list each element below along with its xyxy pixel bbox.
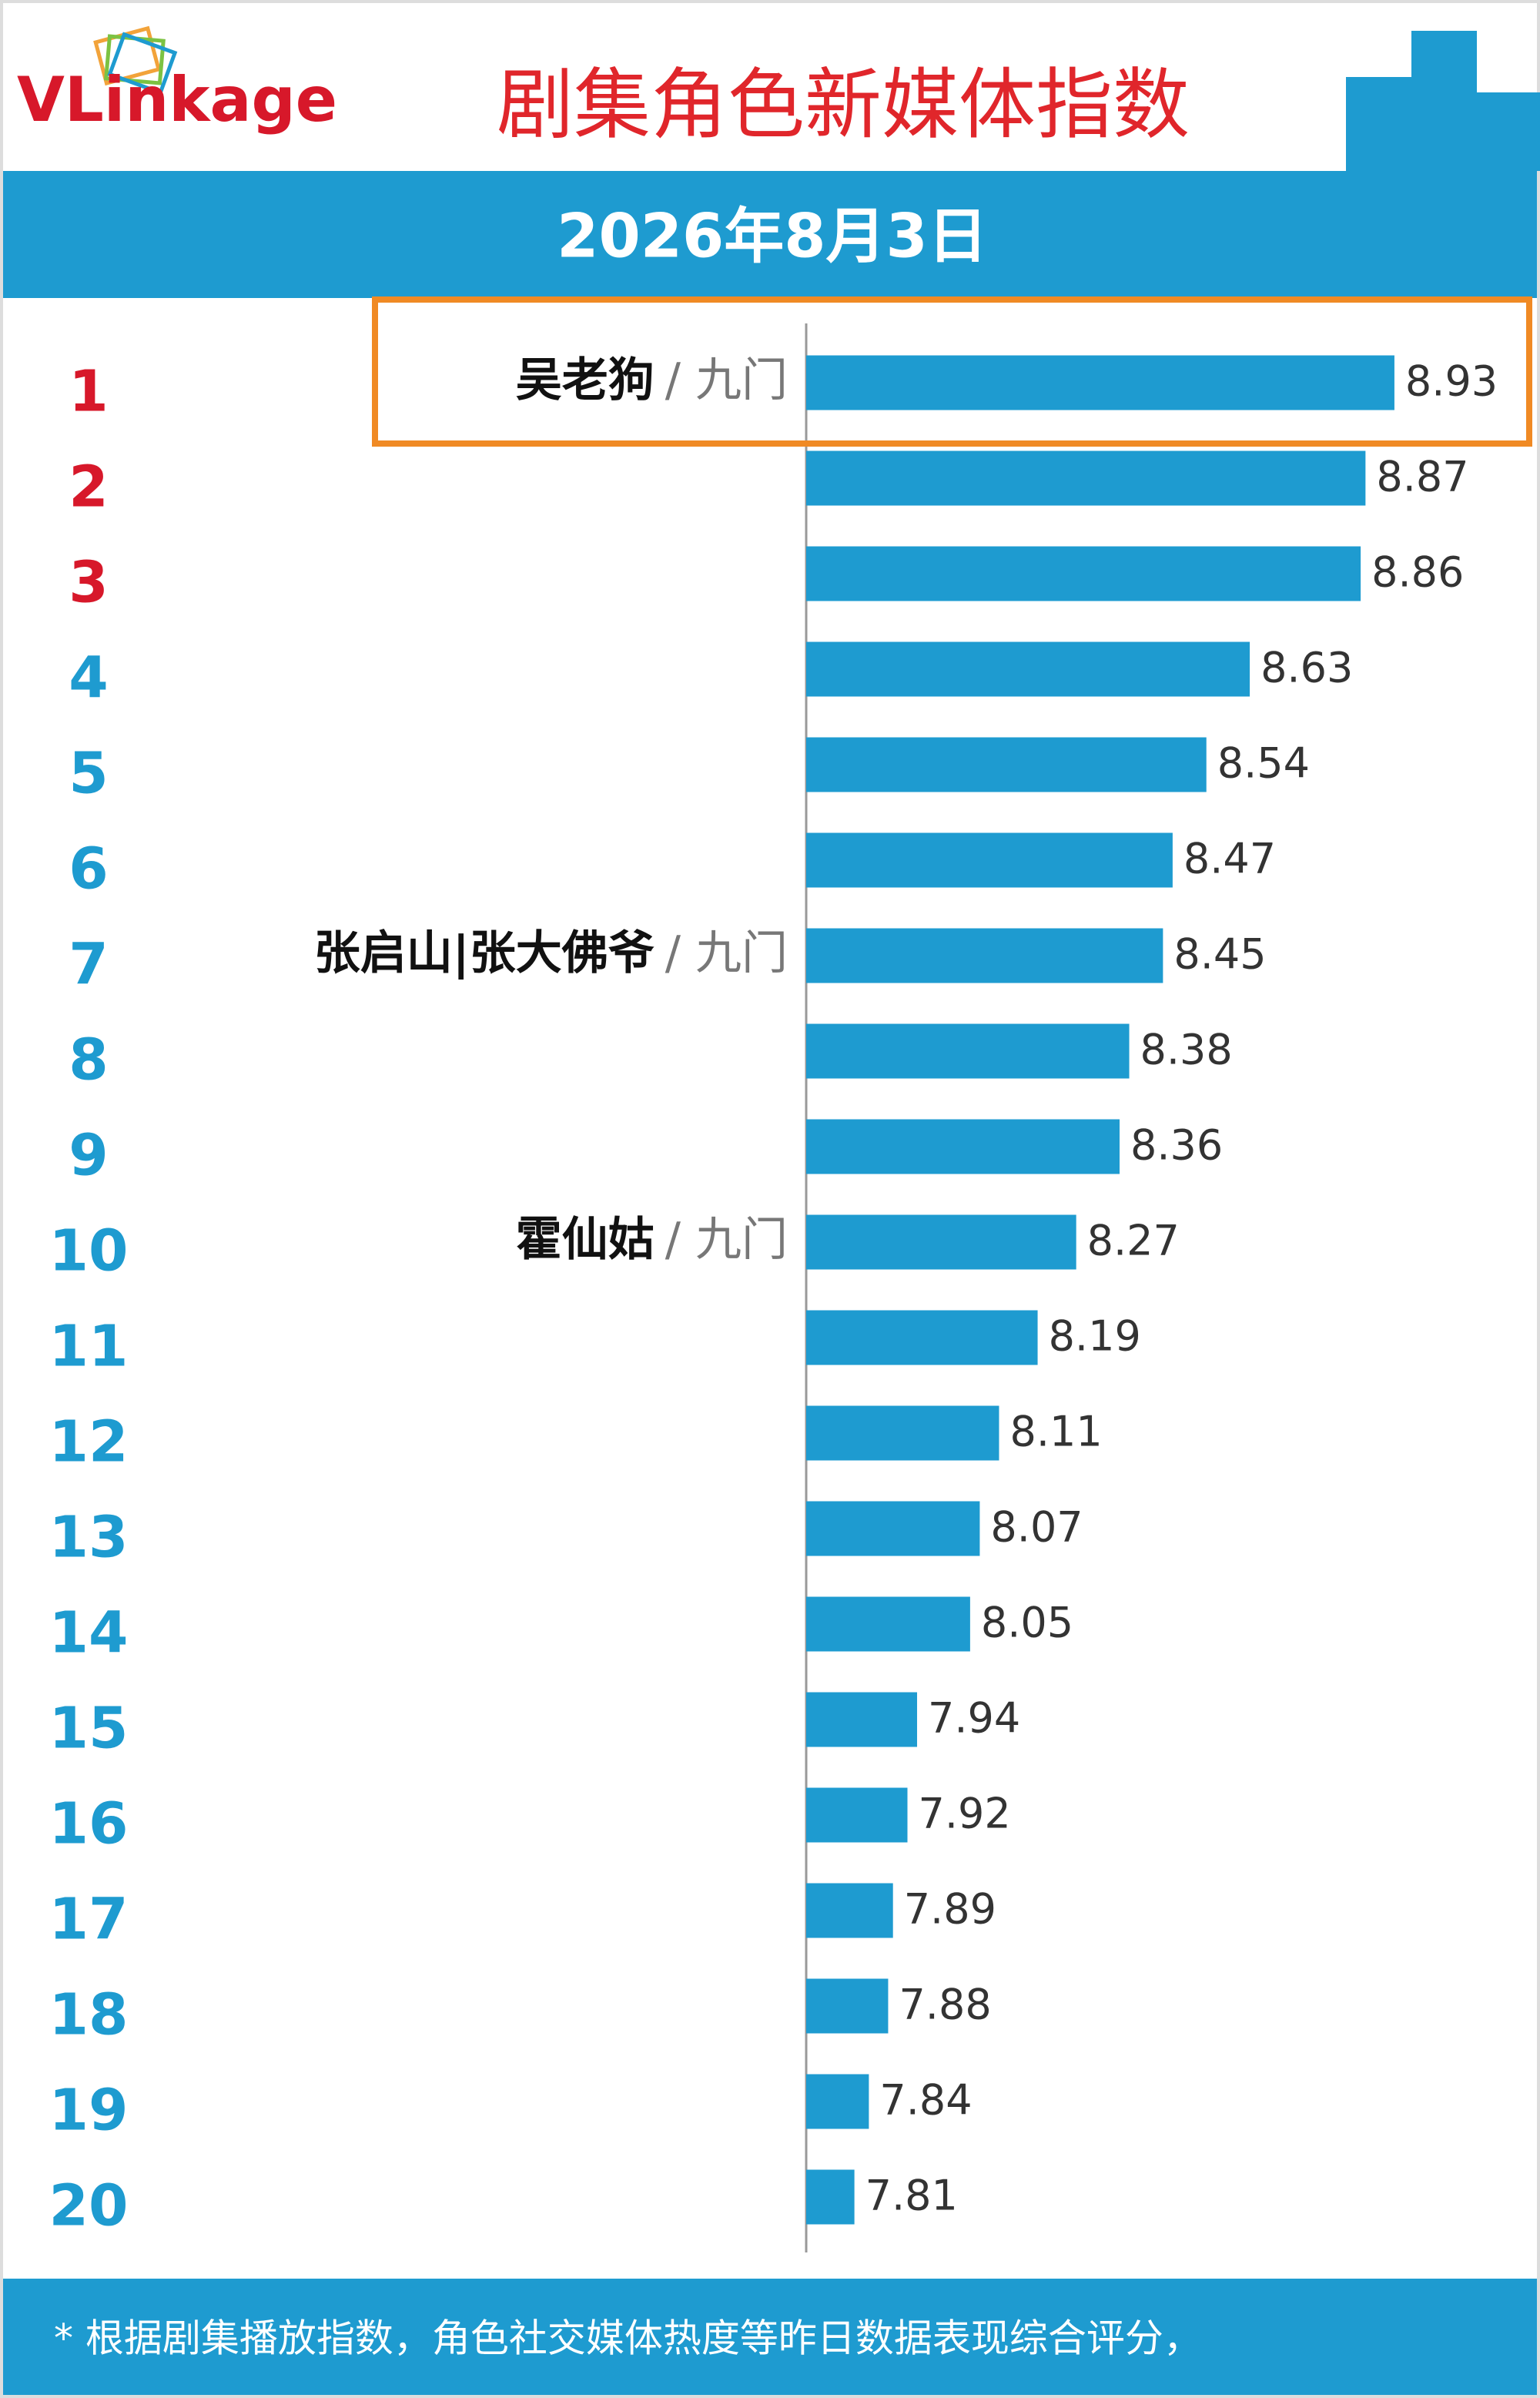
value-label: 8.63	[1260, 644, 1353, 692]
rank-label: 7	[69, 932, 109, 998]
value-label: 8.87	[1376, 453, 1468, 501]
value-label: 8.47	[1183, 835, 1276, 883]
bar	[806, 450, 1366, 506]
value-label: 8.27	[1087, 1217, 1180, 1265]
bar	[806, 2169, 855, 2225]
bar	[806, 1787, 908, 1843]
subtitle: 2026年8月3日	[557, 202, 988, 271]
highlight-box	[372, 296, 1532, 447]
bar	[806, 1692, 918, 1747]
category-label: 霍仙姑 / 九门	[516, 1213, 788, 1267]
bar	[806, 1501, 980, 1556]
value-label: 8.54	[1217, 739, 1310, 788]
rank-label: 1	[69, 359, 109, 425]
bar	[806, 1214, 1076, 1270]
drama-name: / 九门	[665, 926, 788, 980]
chart-title: 剧集角色新媒体指数	[497, 59, 1190, 149]
footer-band	[3, 2279, 1537, 2395]
value-label: 7.81	[865, 2172, 958, 2220]
rank-label: 14	[49, 1600, 129, 1666]
bar	[806, 1119, 1120, 1174]
value-label: 7.88	[899, 1981, 991, 2029]
drama-name: / 九门	[665, 353, 788, 407]
bar	[806, 1023, 1130, 1079]
rank-label: 9	[69, 1123, 109, 1189]
rank-label: 18	[49, 1982, 129, 2048]
category-label: 张启山|张大佛爷 / 九门	[314, 926, 788, 980]
rank-label: 11	[49, 1314, 129, 1380]
bar	[806, 1405, 999, 1461]
value-label: 8.38	[1140, 1026, 1233, 1074]
value-label: 8.86	[1371, 548, 1464, 597]
bar	[806, 737, 1207, 792]
bar	[806, 1883, 893, 1938]
drama-name: / 九门	[665, 1213, 788, 1267]
rank-label: 15	[49, 1696, 129, 1762]
bar	[806, 1978, 889, 2034]
logo: VLinkage	[17, 64, 337, 136]
date-band	[3, 171, 1537, 298]
bar	[806, 1310, 1038, 1365]
rank-label: 13	[49, 1505, 129, 1571]
value-label: 7.92	[918, 1790, 1010, 1838]
value-label: 8.93	[1405, 357, 1498, 406]
logo-icon	[93, 25, 178, 95]
value-label: 7.94	[928, 1694, 1020, 1743]
podium-icon	[1346, 31, 1540, 171]
character-name: 吴老狗	[516, 353, 654, 407]
rank-label: 12	[49, 1409, 129, 1475]
value-label: 8.07	[990, 1503, 1083, 1552]
rank-label: 8	[69, 1027, 109, 1094]
bar	[806, 832, 1173, 888]
rank-label: 19	[49, 2078, 129, 2144]
rank-label: 20	[49, 2173, 129, 2239]
bar	[806, 928, 1163, 983]
footnote: * 根据剧集播放指数，角色社交媒体热度等昨日数据表现综合评分，	[54, 2316, 1202, 2361]
rank-label: 2	[69, 454, 109, 521]
rank-label: 10	[49, 1218, 129, 1284]
rank-label: 3	[69, 550, 109, 616]
bar	[806, 546, 1361, 601]
character-name: 张启山|张大佛爷	[314, 926, 654, 980]
value-label: 7.84	[879, 2076, 972, 2125]
value-label: 7.89	[904, 1885, 996, 1934]
value-label: 8.36	[1130, 1121, 1223, 1170]
bar	[806, 641, 1250, 697]
value-label: 8.05	[981, 1599, 1073, 1647]
value-label: 8.19	[1049, 1312, 1141, 1361]
value-label: 8.45	[1173, 930, 1266, 979]
rank-label: 4	[69, 645, 109, 712]
category-label: 吴老狗 / 九门	[516, 353, 788, 407]
rank-label: 17	[49, 1887, 129, 1953]
value-label: 8.11	[1009, 1408, 1102, 1456]
bar	[806, 2074, 869, 2129]
rank-label: 6	[69, 836, 109, 903]
character-name: 霍仙姑	[516, 1213, 654, 1267]
bar	[806, 1596, 970, 1652]
bar	[806, 355, 1394, 410]
rank-label: 16	[49, 1791, 129, 1857]
rank-label: 5	[69, 741, 109, 807]
